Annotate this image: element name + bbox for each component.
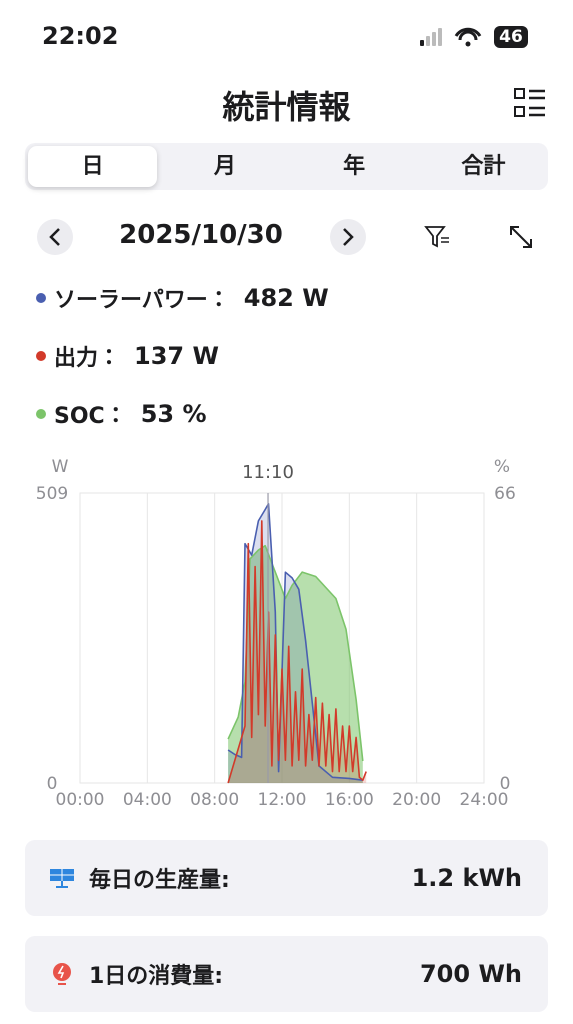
tab-bar: 日 月 年 合計 [25,143,548,190]
x-tick-label: 00:00 [56,790,105,810]
summary-value: 1.2 kWh [411,864,522,892]
readout-value: 53 % [140,400,207,428]
readout: ソーラーパワー： 482 W [36,282,329,314]
date-nav-icons [37,219,532,255]
summary-label: 毎日の生産量: [89,868,230,893]
summary-card: 毎日の生産量: 1.2 kWh [25,840,548,916]
y-tick-label: 509 [36,484,68,504]
readout-label: SOC： [54,404,127,429]
readout-label: 出力： [54,346,121,371]
readout-value: 482 W [243,284,329,312]
y2-tick-label: 0 [500,774,511,794]
readout-value: 137 W [134,342,219,370]
series-line [227,520,367,784]
readout-label: ソーラーパワー： [54,288,230,313]
tab[interactable]: 月 [213,154,236,179]
summary-label: 1日の消費量: [89,964,224,989]
x-tick-label: 08:00 [190,790,239,810]
filter-button[interactable] [424,226,449,248]
legend-dot [36,293,46,303]
readout: SOC： 53 % [36,398,207,430]
chart: 00:00 04:00 08:00 12:00 16:00 20:00 24:0005090… [36,457,516,810]
summary-card: 1日の消費量: 700 Wh [25,936,548,1012]
expand-button[interactable] [510,226,532,248]
status-time: 22:02 [42,22,119,50]
solar-icon [50,869,74,888]
y-unit: W [52,457,69,477]
tab[interactable]: 年 [343,154,366,179]
x-tick-label: 12:00 [258,790,307,810]
date-label: 2025/10/30 [119,220,283,250]
legend-dot [36,409,46,419]
x-tick-label: 16:00 [325,790,374,810]
prev-button[interactable] [37,219,73,255]
y-tick-label: 0 [47,774,58,794]
legend-dot [36,351,46,361]
battery: 46 [494,26,528,48]
area-fill [228,503,363,783]
bulb-icon [53,963,71,985]
y2-unit: % [494,457,510,477]
tab[interactable]: 日 [28,146,158,187]
summary-value: 700 Wh [419,960,522,988]
next-button[interactable] [330,219,366,255]
y2-tick-label: 66 [494,484,516,504]
x-tick-label: 24:00 [460,790,509,810]
list-icon[interactable] [512,86,548,120]
page-title: 統計情報 [222,88,351,126]
x-tick-label: 20:00 [392,790,441,810]
status-icons [420,27,482,47]
tab[interactable]: 合計 [461,154,506,179]
x-tick-label: 04:00 [123,790,172,810]
cursor-label: 11:10 [242,462,294,483]
readout: 出力： 137 W [36,340,219,372]
